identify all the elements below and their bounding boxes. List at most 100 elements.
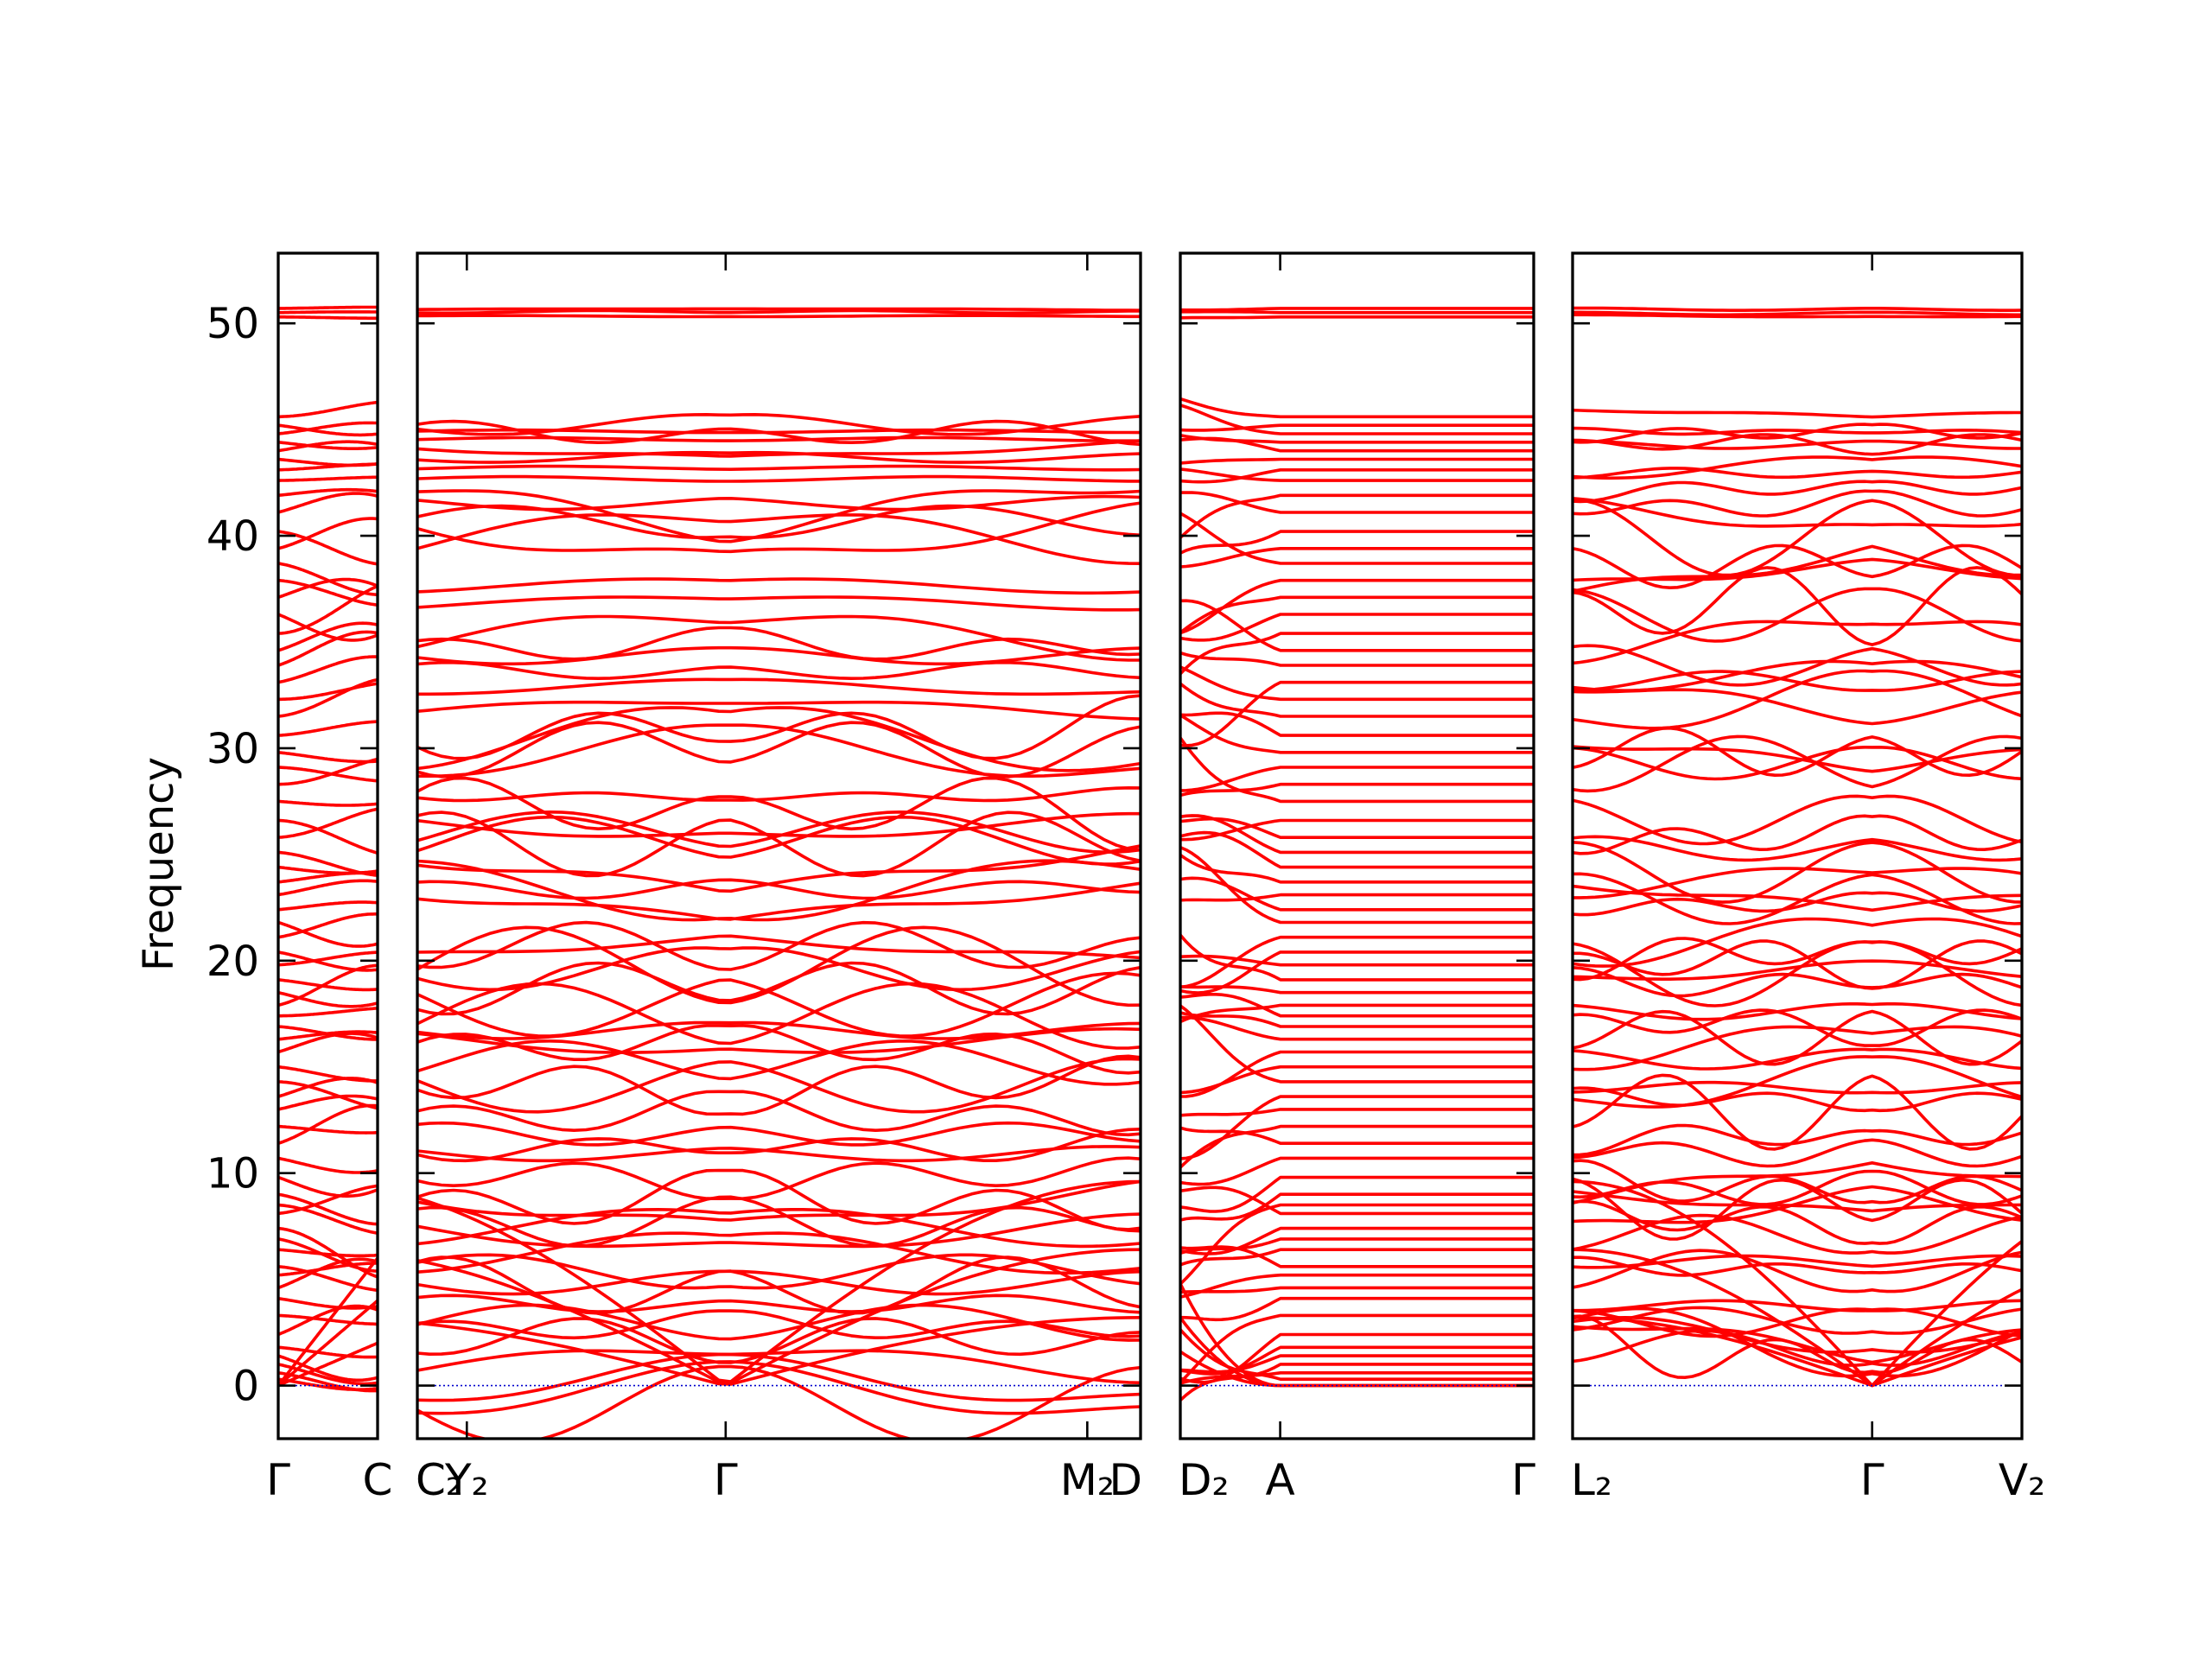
band-line	[1573, 455, 2022, 480]
band-line	[417, 419, 1141, 447]
x-tick-label: Γ	[266, 1455, 290, 1505]
band-line	[1573, 1254, 2022, 1269]
band-line	[417, 1352, 1141, 1402]
band-line	[278, 682, 378, 702]
band-line	[1180, 1185, 1534, 1216]
band-line	[1573, 835, 2022, 862]
band-line	[1180, 309, 1534, 315]
band-line	[417, 577, 1141, 595]
band-line	[1573, 1329, 2022, 1367]
band-line	[1573, 1213, 2022, 1255]
band-line	[417, 706, 1141, 772]
y-tick-label: 50	[207, 300, 259, 348]
y-tick-label: 10	[207, 1150, 259, 1198]
band-line	[1180, 680, 1534, 747]
panel-frame	[1179, 251, 1535, 1440]
band-line	[1573, 1325, 2022, 1364]
band-line	[417, 1179, 1141, 1222]
y-axis: 0 10 20 30 40 50	[207, 300, 259, 1410]
band-line	[1180, 1050, 1534, 1098]
band-line	[417, 308, 1141, 315]
band-line	[417, 961, 1141, 1016]
x-tick-label: D	[1109, 1455, 1142, 1505]
panel-frame	[1571, 251, 2024, 1440]
band-line	[1573, 408, 2022, 419]
band-line	[1573, 587, 2022, 643]
band-line	[1180, 468, 1534, 484]
band-line	[417, 489, 1141, 543]
band-line	[278, 1262, 378, 1277]
band-line	[278, 421, 378, 435]
band-line	[278, 879, 378, 897]
band-line	[417, 1349, 1141, 1385]
band-line	[1573, 688, 2022, 726]
band-line	[1573, 1086, 2022, 1113]
band-line	[278, 900, 378, 912]
band-line	[1573, 1316, 2022, 1388]
band-line	[278, 963, 378, 1007]
band-line	[417, 920, 1141, 971]
band-line	[1180, 1226, 1534, 1255]
band-line	[1180, 830, 1534, 869]
band-line	[1573, 746, 2022, 781]
band-line	[1573, 1306, 2022, 1335]
band-line	[417, 925, 1141, 1007]
band-line	[278, 1256, 378, 1388]
band-line	[278, 818, 378, 855]
band-line	[1573, 566, 2022, 646]
band-line	[1180, 985, 1534, 995]
band-line	[1573, 1161, 2022, 1205]
band-line	[278, 440, 378, 453]
band-line	[417, 501, 1141, 554]
band-line	[278, 492, 378, 514]
band-line	[417, 314, 1141, 319]
band-line	[278, 1192, 378, 1226]
band-line	[417, 1145, 1141, 1163]
band-line	[278, 1156, 378, 1174]
band-line	[1180, 814, 1534, 855]
band-line	[417, 1039, 1141, 1086]
band-line	[417, 474, 1141, 483]
band-line	[1180, 613, 1534, 642]
band-line	[417, 1317, 1141, 1364]
band-line	[417, 464, 1141, 472]
band-line	[1180, 434, 1534, 444]
panel-4: L₂ Γ V₂	[1571, 251, 2045, 1505]
band-line	[417, 626, 1141, 661]
band-line	[417, 1156, 1141, 1200]
band-line	[417, 776, 1141, 852]
band-line	[417, 413, 1141, 436]
band-line	[1573, 794, 2022, 846]
band-line	[278, 1345, 378, 1359]
band-line	[278, 1094, 378, 1111]
band-line	[1180, 1156, 1534, 1186]
band-line	[417, 810, 1141, 878]
band-line	[1180, 1313, 1534, 1384]
band-line	[417, 971, 1141, 1038]
band-line	[1180, 1095, 1534, 1160]
band-line	[417, 815, 1141, 866]
band-line	[417, 1020, 1141, 1040]
band-line	[278, 584, 378, 635]
band-line	[1180, 893, 1534, 902]
band-line	[1180, 397, 1534, 419]
band-line	[1573, 917, 2022, 968]
band-line	[278, 1299, 378, 1388]
band-line	[417, 1269, 1141, 1296]
band-line	[417, 1294, 1141, 1314]
band-line	[1180, 632, 1534, 676]
band-line	[278, 990, 378, 1008]
band-line	[1180, 1126, 1534, 1145]
y-tick-label: 0	[232, 1363, 259, 1411]
band-line	[1180, 530, 1534, 555]
band-line	[417, 1090, 1141, 1137]
band-line	[278, 562, 378, 597]
band-line	[1573, 306, 2022, 312]
band-line	[1180, 1248, 1534, 1267]
band-line	[278, 1226, 378, 1279]
band-line	[278, 1184, 378, 1216]
band-line	[278, 1175, 378, 1198]
band-line	[1180, 1273, 1534, 1299]
band-line	[1573, 1002, 2022, 1021]
band-line	[1573, 1255, 2022, 1277]
